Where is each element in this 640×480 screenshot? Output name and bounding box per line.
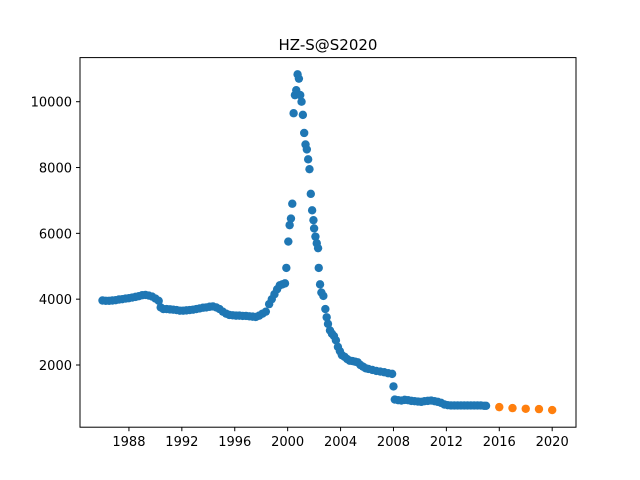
point (284, 237, 293, 246)
point (314, 263, 323, 273)
x-tick-label: 2000 (271, 435, 304, 450)
y-tick-label: 10000 (31, 96, 72, 111)
point (296, 90, 305, 100)
y-tick-label: 4000 (39, 293, 72, 308)
point (288, 199, 297, 208)
point (321, 304, 330, 314)
point (319, 291, 328, 301)
point (294, 74, 304, 83)
point (481, 401, 491, 411)
point (286, 214, 296, 223)
point (534, 404, 544, 414)
chart-title: HZ-S@S2020 (279, 36, 378, 54)
point (154, 296, 163, 306)
point (508, 403, 517, 413)
point (297, 97, 306, 106)
point (306, 189, 316, 199)
point (323, 319, 333, 329)
point (311, 232, 320, 241)
axes-frame (79, 57, 577, 428)
point (261, 307, 271, 316)
point (389, 382, 398, 391)
plot-area (98, 70, 557, 415)
point (331, 336, 341, 345)
x-tick-label: 2016 (483, 435, 516, 450)
point (521, 404, 530, 413)
point (302, 145, 312, 154)
y-tick-label: 8000 (39, 162, 72, 177)
point (309, 224, 319, 233)
point (303, 155, 313, 164)
y-tick-label: 6000 (39, 227, 72, 242)
x-tick-label: 1992 (165, 435, 198, 450)
x-tick-label: 2008 (377, 435, 410, 450)
point (313, 243, 323, 253)
x-tick-label: 2004 (324, 435, 357, 450)
point (387, 369, 397, 379)
point (495, 402, 504, 412)
point (309, 215, 318, 225)
point (305, 164, 314, 174)
x-tick-label: 2020 (536, 435, 569, 450)
point (298, 110, 308, 120)
point (282, 263, 291, 273)
x-tick-label: 2012 (430, 435, 463, 450)
point (289, 109, 298, 118)
y-tick-label: 2000 (39, 359, 72, 374)
point (299, 128, 309, 138)
x-tick-label: 1988 (112, 435, 145, 450)
point (307, 206, 317, 215)
point (322, 313, 331, 322)
x-tick-label: 1996 (218, 435, 251, 450)
point (285, 220, 294, 230)
point (280, 279, 290, 288)
point (547, 405, 557, 415)
point (315, 280, 325, 289)
